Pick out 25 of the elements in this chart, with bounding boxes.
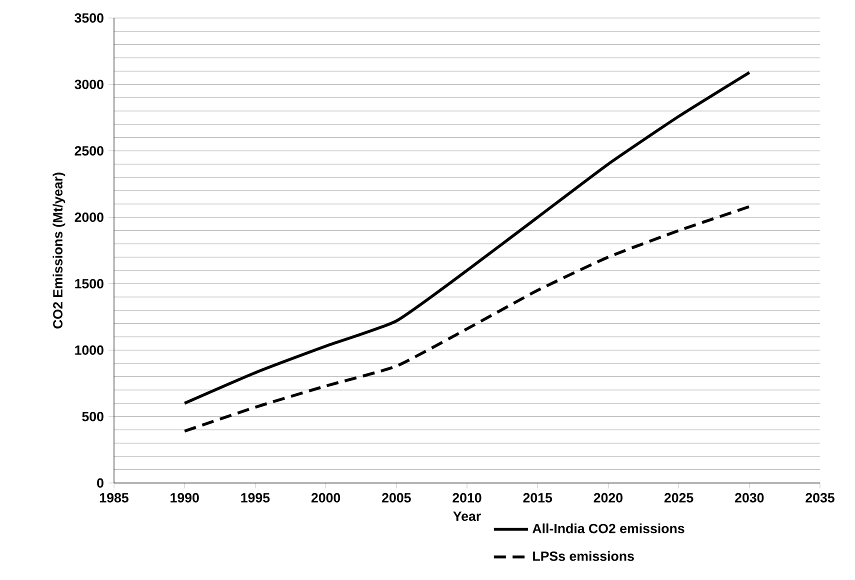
y-tick-label: 1500 xyxy=(75,278,104,288)
x-tick-label: 2010 xyxy=(452,493,482,502)
x-tick-label: 1990 xyxy=(170,493,199,502)
x-tick-label: 2035 xyxy=(806,493,834,502)
x-tick-label: 2000 xyxy=(311,493,340,502)
y-axis-title: CO2 Emissions (Mt/year) xyxy=(52,172,66,328)
y-tick-label: 3500 xyxy=(74,13,104,23)
x-tick-label: 1985 xyxy=(100,493,128,502)
x-tick-label: 2020 xyxy=(594,493,622,502)
y-tick-label: 500 xyxy=(82,412,104,422)
line-series xyxy=(183,70,751,405)
line-series xyxy=(183,205,751,433)
legend-label: All-India CO2 emissions xyxy=(532,523,684,534)
x-tick-label: 2030 xyxy=(735,493,764,502)
legend-label: LPSs emissions xyxy=(533,551,634,561)
x-tick-label: 2015 xyxy=(523,493,552,502)
x-tick-label: 2025 xyxy=(664,493,694,502)
x-tick-label: 2005 xyxy=(382,493,411,502)
y-tick-label: 1000 xyxy=(75,345,104,355)
x-tick-label: 1995 xyxy=(241,493,270,502)
y-tick-label: 3000 xyxy=(74,80,104,90)
x-axis-title: Year xyxy=(453,512,481,521)
y-tick-label: 2000 xyxy=(74,212,104,222)
y-tick-label: 0 xyxy=(97,478,104,488)
y-tick-label: 2500 xyxy=(74,146,104,156)
